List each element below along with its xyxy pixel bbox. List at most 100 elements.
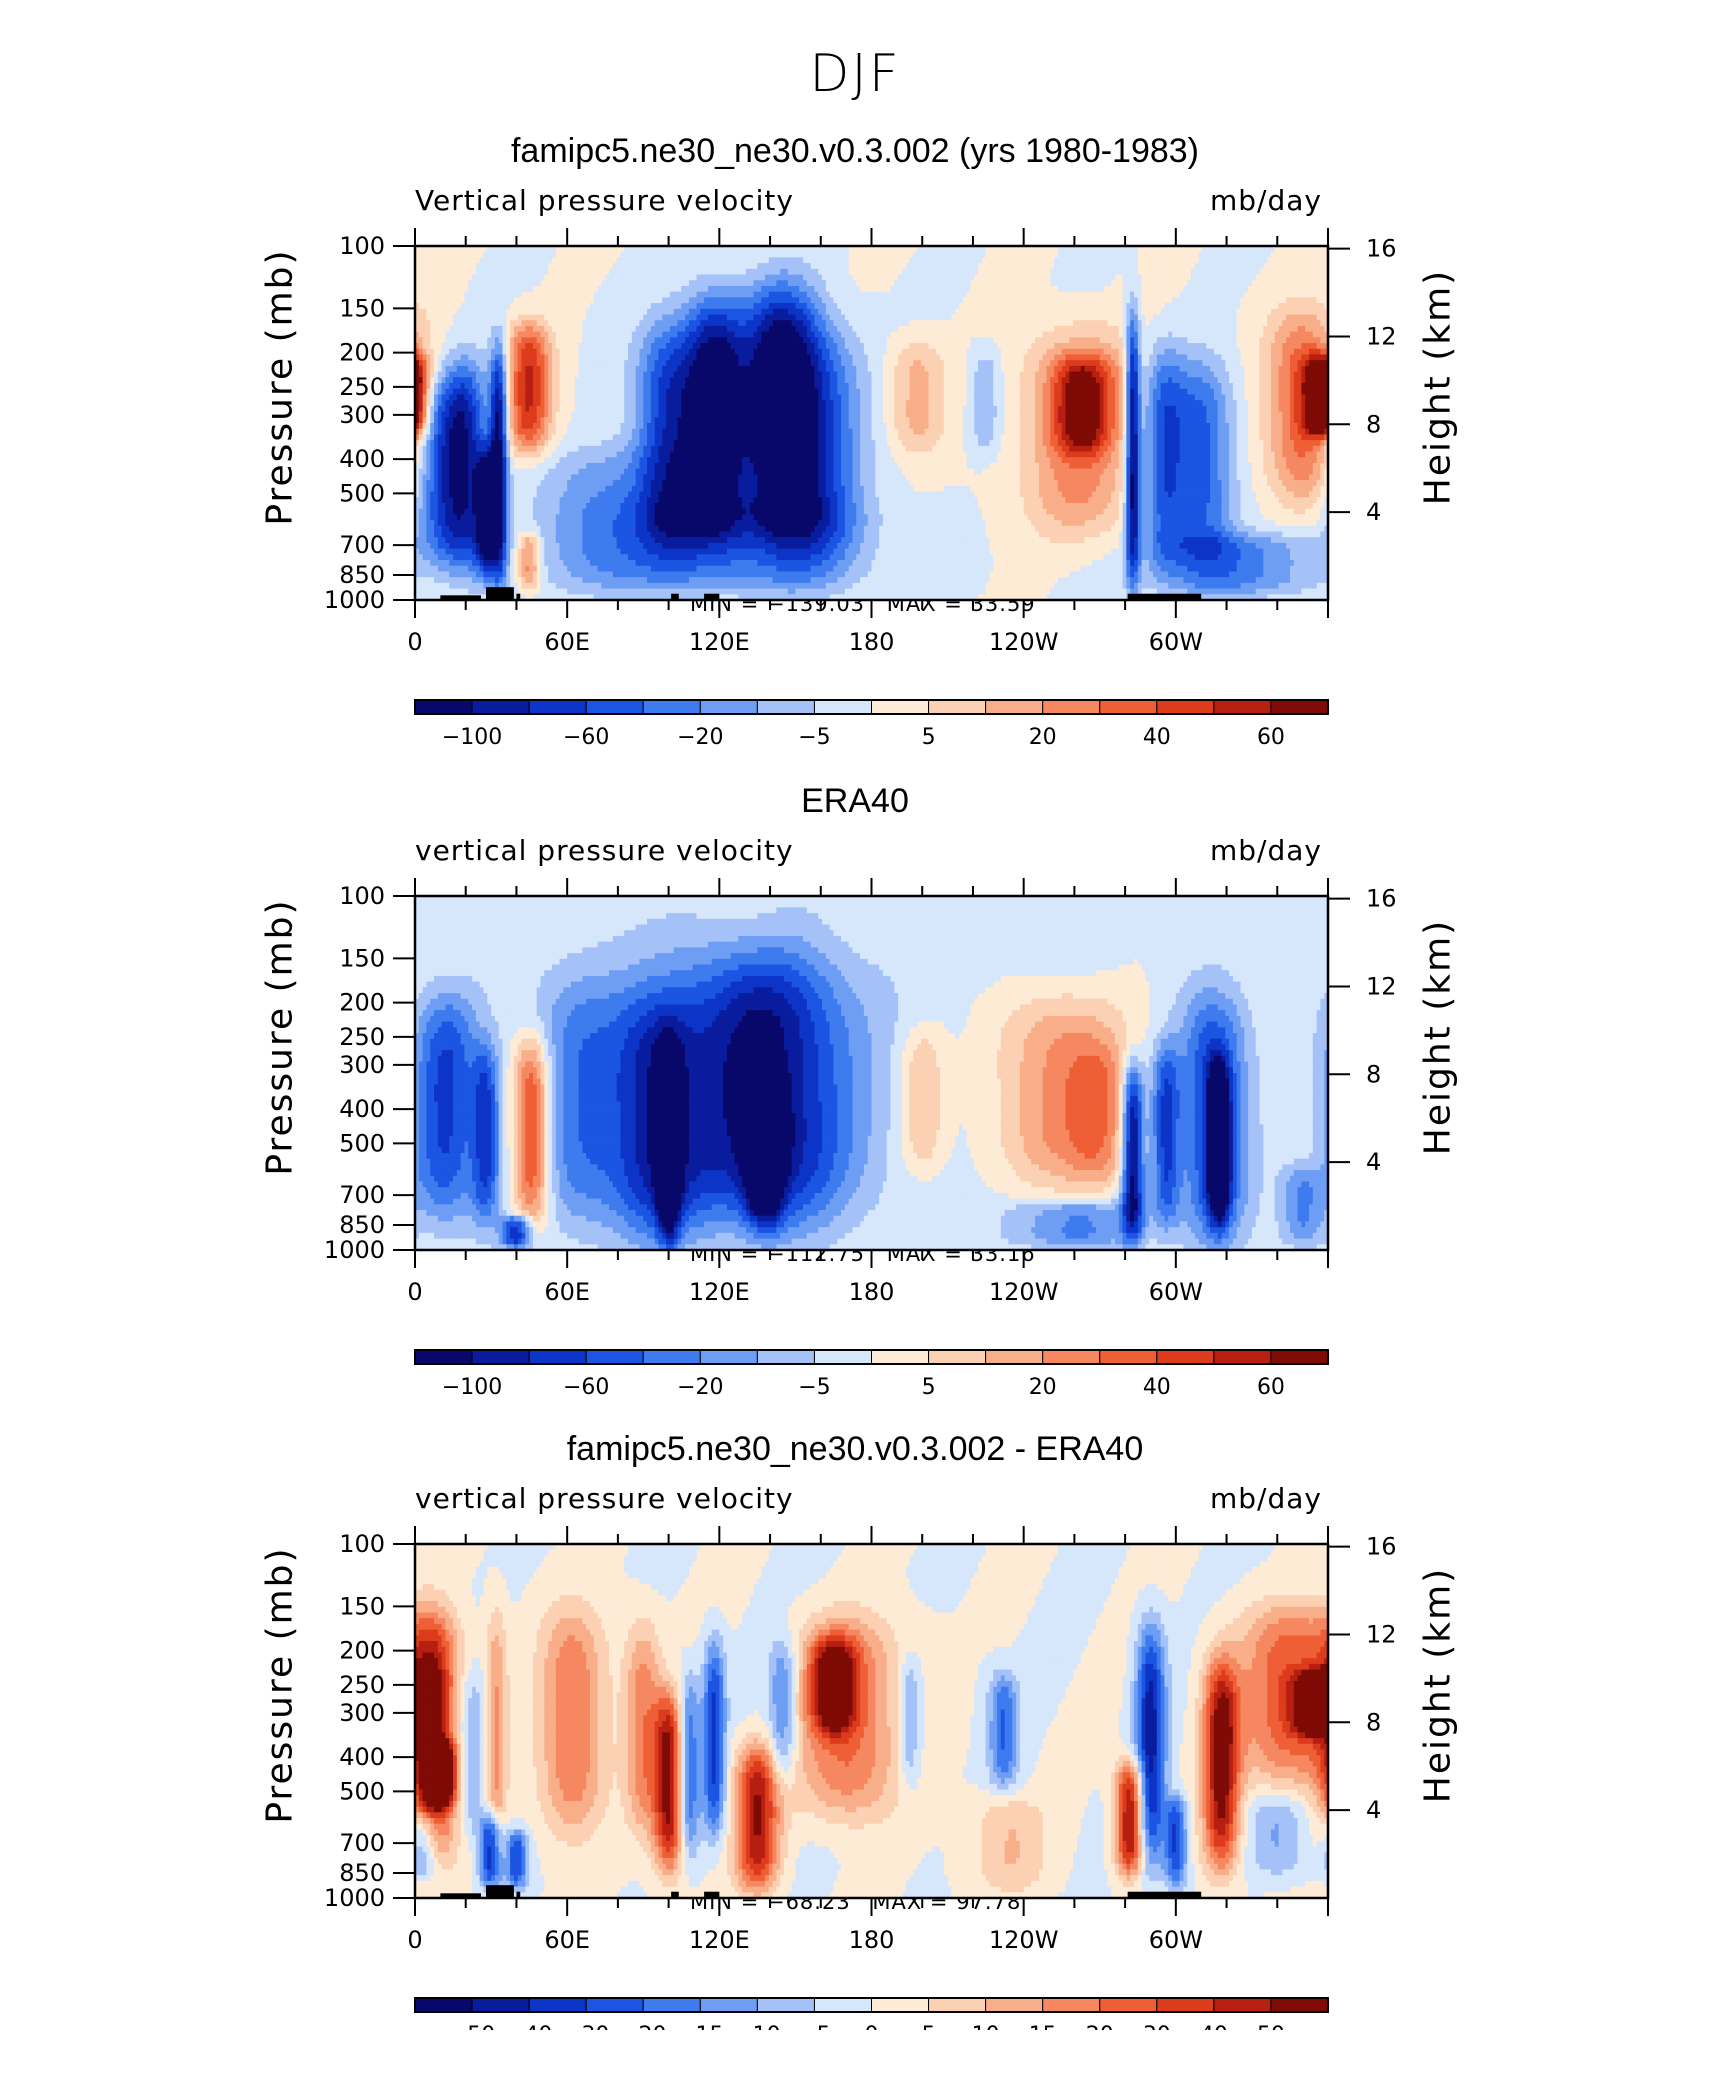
y-tick-label: 300	[339, 1051, 385, 1079]
colorbar-label: −40	[506, 2023, 552, 2030]
y2-tick-label: 4	[1366, 498, 1381, 526]
figure-title: DJF	[0, 44, 1710, 104]
colorbar-swatch	[1043, 1998, 1100, 2012]
y-tick-label: 100	[339, 882, 385, 910]
y2-tick-label: 4	[1366, 1148, 1381, 1176]
colorbar-label: −20	[677, 1375, 723, 1400]
colorbar-swatch	[1271, 700, 1328, 714]
y-tick-label: 250	[339, 1023, 385, 1051]
colorbar-label: −100	[442, 725, 502, 750]
y-tick-label: 500	[339, 1129, 385, 1157]
colorbar-label: −20	[620, 2023, 666, 2030]
colorbar-swatch	[757, 1998, 814, 2012]
y-tick-label: 200	[339, 339, 385, 367]
colorbar-swatch	[814, 1998, 871, 2012]
colorbar-swatch	[1214, 1998, 1271, 2012]
colorbar-label: 5	[922, 2023, 936, 2030]
colorbar-swatch	[472, 700, 529, 714]
colorbar-swatch	[986, 1998, 1043, 2012]
colorbar-swatch	[814, 700, 871, 714]
y-tick-label: 400	[339, 1743, 385, 1771]
y-tick-label: 100	[339, 232, 385, 260]
colorbar-swatch	[986, 1350, 1043, 1364]
colorbar-swatch	[929, 700, 986, 714]
x-tick-label: 0	[407, 628, 422, 656]
colorbar-swatch	[986, 700, 1043, 714]
x-tick-label: 60E	[544, 1278, 590, 1306]
y2-tick-label: 16	[1366, 885, 1397, 913]
colorbar-swatch	[1100, 700, 1157, 714]
colorbar-label: 60	[1257, 725, 1285, 750]
colorbar-label: 40	[1200, 2023, 1228, 2030]
colorbar-label: −5	[798, 1375, 830, 1400]
y-tick-label: 700	[339, 1829, 385, 1857]
x-tick-label: 120W	[989, 1926, 1059, 1954]
y-tick-label: 150	[339, 1592, 385, 1620]
colorbar-swatch	[929, 1998, 986, 2012]
colorbar-label: 5	[922, 725, 936, 750]
panel-era40: ERA40 vertical pressure velocity mb/day …	[0, 782, 1710, 1432]
colorbar-swatch	[529, 1998, 586, 2012]
colorbar-swatch	[643, 700, 700, 714]
y-tick-label: 100	[339, 1530, 385, 1558]
y-tick-label: 500	[339, 479, 385, 507]
colorbar-label: 30	[1143, 2023, 1171, 2030]
colorbar-label: −5	[798, 2023, 830, 2030]
y-tick-label: 250	[339, 1671, 385, 1699]
colorbar-swatch	[872, 1998, 929, 2012]
colorbar-swatch	[700, 1998, 757, 2012]
colorbar-swatch	[1043, 700, 1100, 714]
x-tick-label: 60W	[1149, 628, 1203, 656]
x-tick-label: 60W	[1149, 1926, 1203, 1954]
x-tick-label: 120E	[689, 1926, 750, 1954]
colorbar-label: −5	[798, 725, 830, 750]
colorbar-label: 60	[1257, 1375, 1285, 1400]
x-tick-label: 60E	[544, 628, 590, 656]
colorbar-swatch	[415, 700, 472, 714]
y-tick-label: 200	[339, 989, 385, 1017]
colorbar-label: −50	[449, 2023, 495, 2030]
panel-model: famipc5.ne30_ne30.v0.3.002 (yrs 1980-198…	[0, 132, 1710, 782]
y-tick-label: 300	[339, 1699, 385, 1727]
y2-tick-label: 8	[1366, 1060, 1381, 1088]
x-tick-label: 60E	[544, 1926, 590, 1954]
y-tick-label: 500	[339, 1777, 385, 1805]
colorbar-swatch	[1157, 700, 1214, 714]
panel-difference: famipc5.ne30_ne30.v0.3.002 - ERA40 verti…	[0, 1430, 1710, 2080]
colorbar-label: 50	[1257, 2023, 1285, 2030]
colorbar-label: −10	[734, 2023, 780, 2030]
colorbar-swatch	[1214, 700, 1271, 714]
x-tick-label: 0	[407, 1926, 422, 1954]
y-tick-label: 200	[339, 1637, 385, 1665]
colorbar-swatch	[814, 1350, 871, 1364]
colorbar-swatch	[1271, 1998, 1328, 2012]
y2-tick-label: 8	[1366, 1708, 1381, 1736]
colorbar-swatch	[586, 700, 643, 714]
colorbar-swatch	[415, 1350, 472, 1364]
colorbar-label: 5	[922, 1375, 936, 1400]
colorbar-swatch	[1043, 1350, 1100, 1364]
y-tick-label: 850	[339, 1859, 385, 1887]
colorbar-swatch	[872, 700, 929, 714]
colorbar-label: −60	[563, 1375, 609, 1400]
x-tick-label: 0	[407, 1278, 422, 1306]
x-tick-label: 60W	[1149, 1278, 1203, 1306]
colorbar-swatch	[1100, 1998, 1157, 2012]
y-tick-label: 400	[339, 445, 385, 473]
colorbar-swatch	[757, 1350, 814, 1364]
x-tick-label: 180	[849, 1926, 895, 1954]
colorbar-label: −20	[677, 725, 723, 750]
colorbar-label: −30	[563, 2023, 609, 2030]
y-tick-label: 850	[339, 561, 385, 589]
y-tick-label: 150	[339, 944, 385, 972]
y2-tick-label: 4	[1366, 1796, 1381, 1824]
colorbar-label: 0	[865, 2023, 879, 2030]
colorbar-swatch	[586, 1350, 643, 1364]
y2-tick-label: 12	[1366, 972, 1397, 1000]
y-tick-label: 150	[339, 294, 385, 322]
colorbar-swatch	[586, 1998, 643, 2012]
colorbar-swatch	[929, 1350, 986, 1364]
